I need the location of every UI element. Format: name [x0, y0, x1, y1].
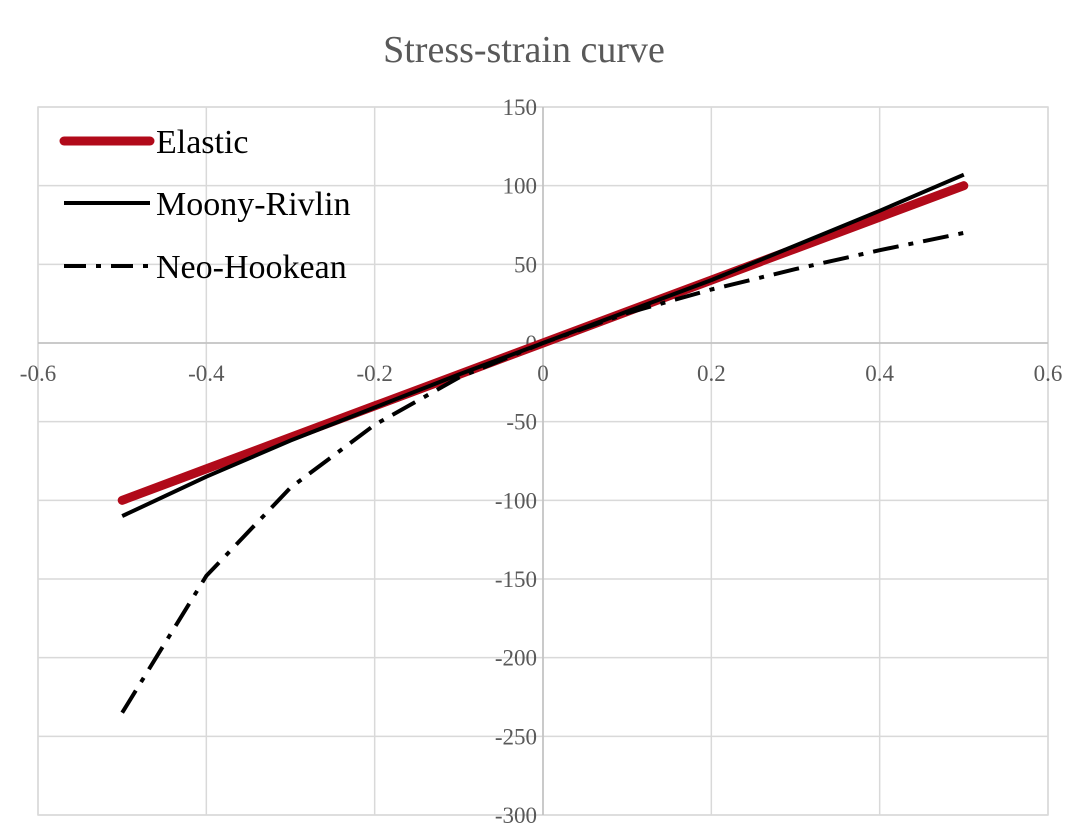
y-tick-label: -50: [506, 410, 537, 435]
y-tick-label: 50: [514, 252, 537, 277]
y-tick-label: -150: [495, 567, 537, 592]
chart-title: Stress-strain curve: [383, 29, 665, 71]
legend-label-moony-rivlin: Moony-Rivlin: [156, 186, 351, 223]
y-tick-label: -200: [495, 646, 537, 671]
series-line-neo-hookean: [120, 230, 965, 714]
legend-label-elastic: Elastic: [156, 124, 249, 161]
x-tick-label: 0.4: [865, 361, 894, 386]
axis-layer: -0.6 -0.4 -0.2 0 0.2 0.4 0.6 -300 -250 -200 -150 -1…: [20, 95, 1063, 828]
legend: Elastic Moony-Rivlin Neo-Hookean: [59, 124, 351, 286]
x-tick-label: 0: [537, 361, 549, 386]
series-layer: [117, 172, 969, 714]
y-tick-label: -300: [495, 803, 537, 828]
y-tick-label: -250: [495, 724, 537, 749]
x-tick-label: -0.2: [356, 361, 392, 386]
x-tick-label: -0.6: [20, 361, 56, 386]
y-tick-label: 100: [503, 174, 538, 199]
x-tick-label: 0.6: [1034, 361, 1063, 386]
x-tick-label: 0.2: [697, 361, 726, 386]
y-tick-label: 150: [503, 95, 538, 120]
x-tick-label: -0.4: [188, 361, 225, 386]
legend-label-neo-hookean: Neo-Hookean: [156, 249, 347, 286]
y-tick-label: -100: [495, 488, 537, 513]
